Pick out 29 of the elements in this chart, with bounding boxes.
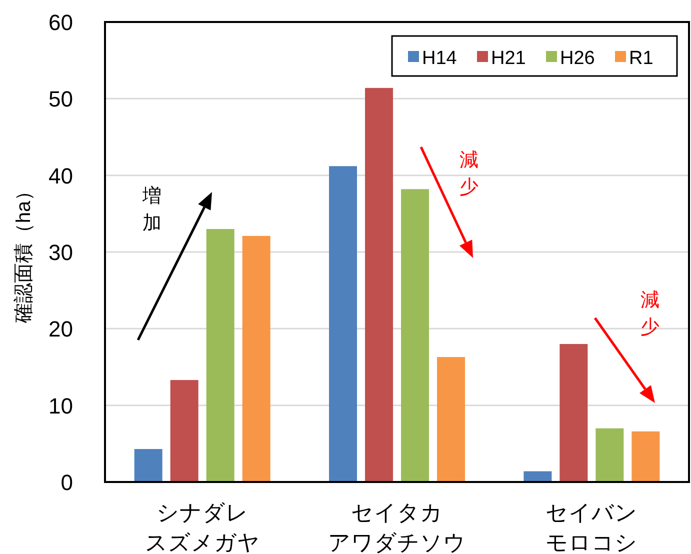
y-tick-label: 20 bbox=[48, 316, 73, 342]
y-tick-label: 40 bbox=[48, 163, 73, 188]
bar bbox=[134, 449, 162, 482]
x-tick-label: セイタカアワダチソウ bbox=[328, 500, 466, 554]
x-tick-label: シナダレスズメガヤ bbox=[144, 500, 260, 554]
y-tick-label: 50 bbox=[48, 86, 73, 112]
y-tick-label: 30 bbox=[48, 240, 73, 265]
bar bbox=[596, 428, 624, 482]
legend-label: R1 bbox=[629, 48, 654, 69]
legend-label: H26 bbox=[560, 48, 595, 69]
annotation: 増加 bbox=[142, 185, 162, 234]
bar bbox=[365, 88, 393, 482]
y-tick-label: 60 bbox=[48, 10, 73, 35]
bar bbox=[206, 229, 234, 482]
bar bbox=[242, 236, 270, 482]
annotation: 減少 bbox=[460, 150, 478, 198]
y-tick-label: 0 bbox=[60, 470, 73, 495]
bar bbox=[170, 380, 198, 482]
x-tick-label: セイバンモロコシ bbox=[546, 500, 638, 554]
bar bbox=[632, 431, 660, 482]
bar bbox=[560, 344, 588, 482]
y-axis-title: 確認面積（ha） bbox=[13, 180, 35, 324]
legend-label: H21 bbox=[491, 48, 526, 69]
bar bbox=[437, 357, 465, 482]
annotation: 減少 bbox=[640, 290, 660, 338]
legend-label: H14 bbox=[422, 48, 458, 69]
bar bbox=[329, 166, 357, 482]
y-tick-label: 10 bbox=[48, 393, 73, 418]
bar bbox=[401, 189, 429, 482]
